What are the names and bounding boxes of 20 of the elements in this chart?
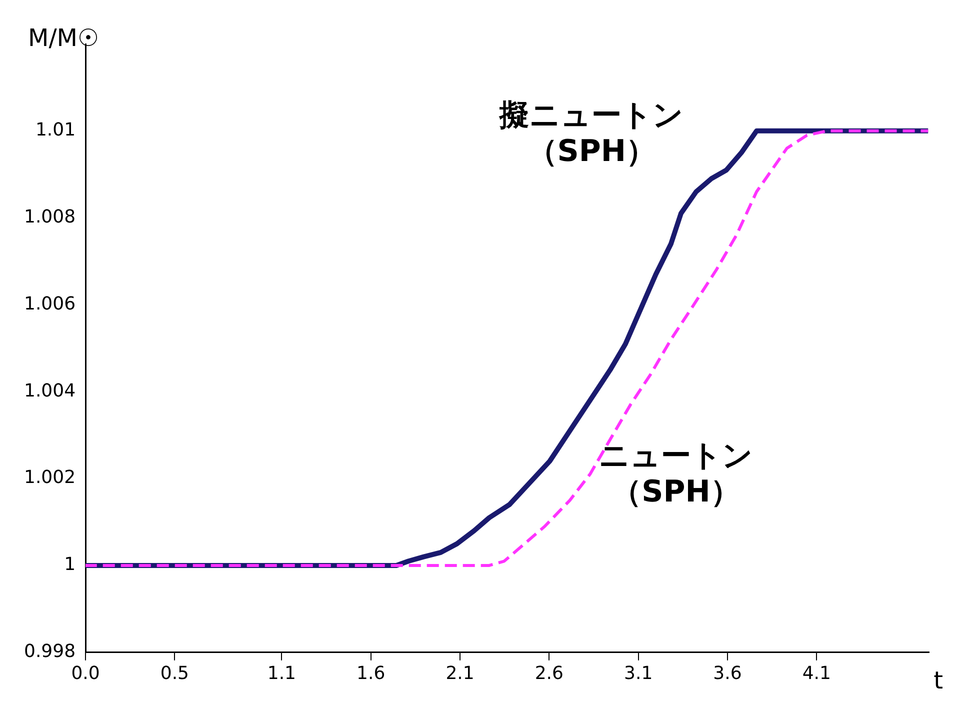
x-tick-label: 3.6: [713, 662, 742, 684]
y-tick-label: 1.006: [24, 293, 76, 314]
x-axis-title: t: [934, 666, 943, 695]
y-axis-title: M/M☉: [28, 24, 100, 52]
x-tick-label: 2.6: [534, 662, 564, 684]
x-tick-label: 1.1: [267, 662, 296, 684]
y-tick-label: 0.998: [24, 641, 76, 662]
series-label: 擬ニュートン（SPH）: [498, 98, 684, 169]
y-tick-label: 1.002: [24, 467, 76, 488]
series-label: ニュートン（SPH）: [598, 438, 753, 510]
x-tick-label: 4.1: [802, 662, 831, 684]
x-tick-label: 1.6: [356, 662, 386, 684]
x-tick-label: 0.5: [160, 662, 190, 684]
y-tick-label: 1.004: [24, 380, 76, 402]
y-tick-label: 1: [64, 554, 76, 576]
x-tick-label: 0.0: [71, 662, 100, 684]
x-tick-label: 2.1: [446, 662, 474, 684]
x-tick-label: 3.1: [624, 662, 653, 684]
y-tick-label: 1.01: [35, 120, 76, 141]
y-tick-label: 1.008: [24, 206, 76, 228]
